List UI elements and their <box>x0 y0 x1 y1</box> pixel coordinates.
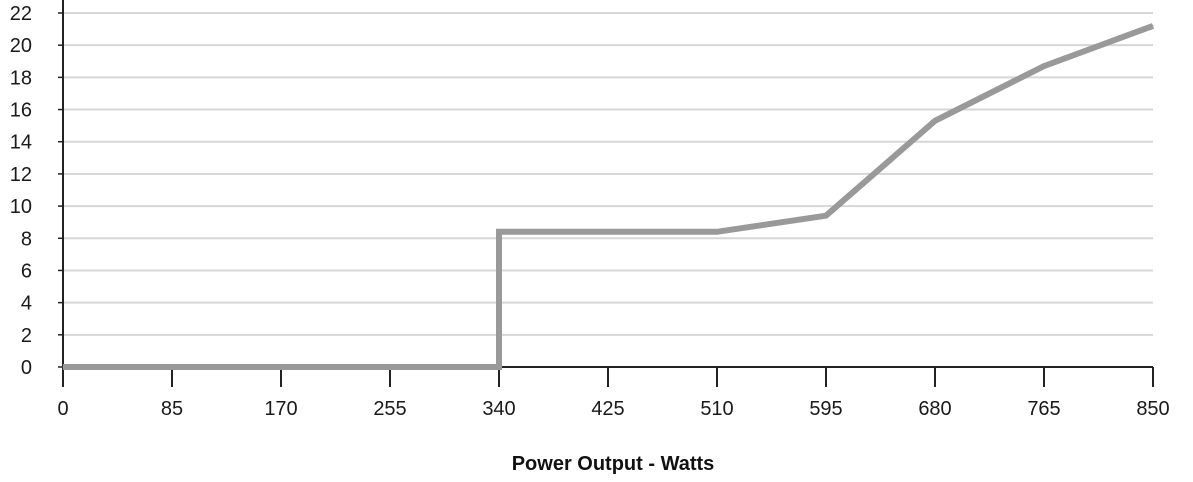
data-point <box>1152 25 1154 27</box>
x-tick-label: 340 <box>482 398 515 420</box>
series-line-0 <box>63 23 1155 370</box>
x-tick-label: 170 <box>264 398 297 420</box>
x-tick-label: 680 <box>918 398 951 420</box>
x-axis-title: Power Output - Watts <box>512 453 715 475</box>
y-tick-label: 14 <box>10 132 32 154</box>
data-point <box>1043 65 1045 67</box>
y-tick-label: 20 <box>10 35 32 57</box>
x-tick-label: 425 <box>591 398 624 420</box>
x-tick-label: 85 <box>161 398 183 420</box>
axes <box>62 0 1153 368</box>
data-point <box>825 215 827 217</box>
x-tick-label: 765 <box>1027 398 1060 420</box>
y-tick-label: 0 <box>21 357 32 379</box>
y-tick-label: 8 <box>21 228 32 250</box>
x-tick-label: 510 <box>700 398 733 420</box>
data-point <box>498 366 500 368</box>
x-tick-label: 850 <box>1136 398 1169 420</box>
data-point <box>934 120 936 122</box>
x-tick-label: 0 <box>57 398 68 420</box>
y-tick-label: 6 <box>21 260 32 282</box>
data-point <box>498 231 500 233</box>
gridlines <box>63 12 1153 336</box>
y-tick-label: 10 <box>10 196 32 218</box>
y-tick-label: 22 <box>10 3 32 25</box>
y-tick-label: 4 <box>21 293 32 315</box>
y-tick-label: 18 <box>10 67 32 89</box>
data-point <box>62 366 64 368</box>
x-tick-label: 255 <box>373 398 406 420</box>
y-tick-label: 12 <box>10 164 32 186</box>
x-tick-label: 595 <box>809 398 842 420</box>
y-tick-label: 16 <box>10 100 32 122</box>
series-layer <box>62 23 1155 370</box>
y-axis-ticks: 0 2 4 6 8 10 12 14 16 18 20 22 <box>10 3 63 379</box>
y-tick-label: 2 <box>21 325 32 347</box>
x-axis-ticks: 0 85 170 255 340 425 510 595 680 765 850 <box>57 367 1170 420</box>
data-point <box>716 231 718 233</box>
